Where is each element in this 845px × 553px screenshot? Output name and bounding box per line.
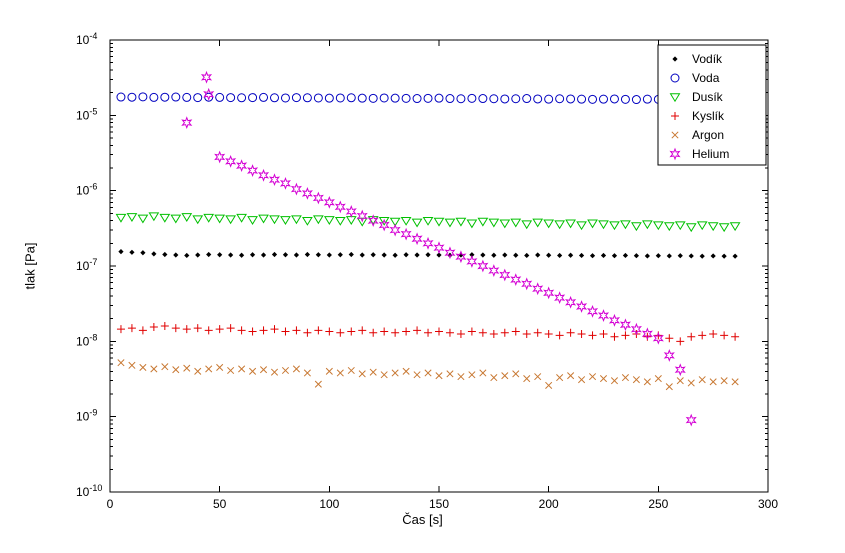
series-Voda [116, 92, 740, 105]
legend-label-Helium: Helium [692, 147, 729, 161]
y-ticks [110, 39, 768, 493]
y-tick-labels: 10-10 10-9 10-8 10-7 10-6 10-5 10-4 [76, 31, 102, 499]
x-ticks [109, 40, 769, 492]
svg-text:50: 50 [213, 497, 227, 511]
svg-text:10-6: 10-6 [76, 182, 97, 198]
svg-text:10-9: 10-9 [76, 408, 97, 424]
svg-text:10-10: 10-10 [76, 483, 102, 499]
y-axis-label: tlak [Pa] [22, 242, 38, 290]
legend-label-Vodík: Vodík [692, 52, 723, 66]
svg-text:10-4: 10-4 [76, 31, 97, 47]
svg-text:100: 100 [319, 497, 339, 511]
svg-text:150: 150 [429, 497, 449, 511]
series-Dusík [115, 212, 741, 233]
series-Helium [181, 70, 697, 427]
legend-label-Argon: Argon [692, 128, 724, 142]
svg-text:10-7: 10-7 [76, 257, 97, 273]
legend: Vodík Voda Dusík Kyslík Argon Helium [657, 44, 767, 166]
svg-text:0: 0 [107, 497, 114, 511]
series-Kyslík [116, 321, 740, 346]
svg-text:200: 200 [539, 497, 559, 511]
x-tick-labels: 0 50 100 150 200 250 300 [107, 497, 779, 511]
legend-label-Dusík: Dusík [692, 90, 724, 104]
legend-label-Kyslík: Kyslík [692, 109, 725, 123]
x-axis-label: Čas [s] [402, 512, 443, 527]
legend-label-Voda: Voda [692, 71, 720, 85]
svg-text:10-8: 10-8 [76, 332, 97, 348]
svg-text:10-5: 10-5 [76, 106, 97, 122]
svg-text:250: 250 [648, 497, 668, 511]
series-Vodík [118, 249, 738, 259]
series-Argon [117, 359, 739, 391]
svg-text:300: 300 [758, 497, 778, 511]
